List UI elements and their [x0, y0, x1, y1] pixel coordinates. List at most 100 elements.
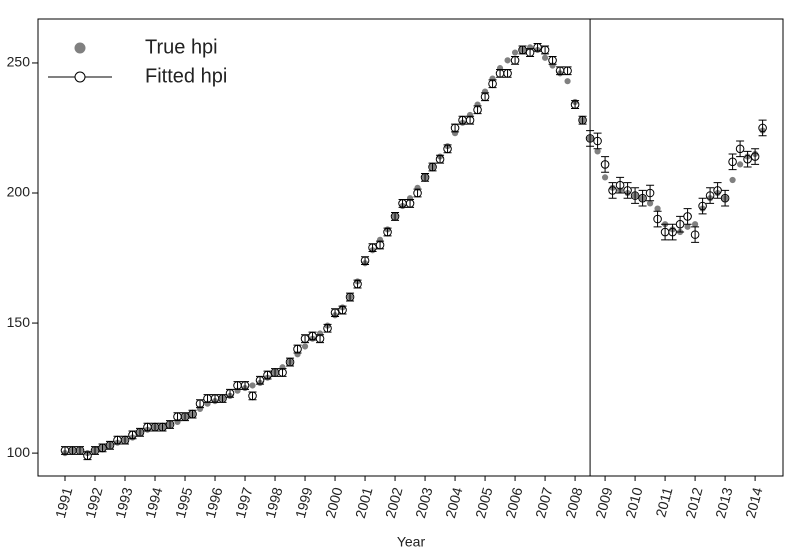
data-point	[301, 343, 309, 350]
legend-label: True hpi	[145, 36, 218, 58]
data-point	[383, 227, 392, 237]
x-tick-label: 2008	[562, 485, 586, 519]
data-point	[510, 56, 520, 65]
error-bar	[676, 215, 685, 233]
data-point	[480, 92, 490, 102]
data-point	[368, 243, 377, 252]
x-tick-label: 2014	[742, 485, 766, 519]
x-tick-label: 2007	[532, 485, 556, 519]
data-point	[218, 394, 227, 403]
data-point	[600, 160, 610, 169]
data-point	[563, 66, 572, 76]
x-tick-label: 1999	[292, 485, 316, 519]
data-point	[443, 144, 452, 154]
data-point	[684, 223, 691, 230]
error-bar	[616, 176, 625, 194]
data-point	[750, 152, 760, 161]
error-bar	[653, 210, 662, 228]
error-bar	[661, 223, 670, 241]
error-bar	[668, 223, 677, 241]
error-bar	[758, 119, 767, 137]
data-point	[594, 148, 601, 155]
error-bar	[706, 187, 715, 204]
x-tick-label: 2002	[382, 485, 406, 519]
data-point	[249, 382, 256, 389]
data-point	[541, 54, 549, 61]
x-tick-label: 2003	[412, 485, 436, 519]
data-point	[511, 49, 519, 56]
data-point	[248, 391, 257, 401]
x-tick-label: 2011	[652, 485, 675, 518]
data-point	[525, 48, 535, 57]
x-tick-label: 1991	[52, 485, 76, 519]
data-point	[428, 162, 437, 172]
data-point	[564, 78, 571, 85]
data-point	[263, 370, 272, 380]
error-bar	[586, 130, 595, 147]
y-tick-label: 150	[7, 314, 31, 330]
data-point	[390, 212, 400, 221]
data-point	[435, 154, 445, 164]
data-point	[698, 201, 707, 211]
data-point	[548, 56, 557, 65]
data-point	[83, 451, 92, 461]
data-point	[653, 214, 662, 224]
data-point	[375, 240, 385, 250]
data-point	[758, 123, 767, 133]
data-point	[450, 123, 460, 133]
data-point	[729, 176, 736, 184]
data-point	[705, 191, 715, 200]
data-point	[601, 174, 609, 181]
data-point	[308, 331, 317, 341]
error-bar	[698, 197, 707, 215]
data-point	[255, 375, 265, 385]
x-tick-label: 1994	[142, 485, 166, 519]
y-tick-label: 200	[7, 184, 31, 200]
data-point	[735, 144, 745, 154]
x-tick-label: 1992	[82, 485, 106, 519]
legend-marker	[74, 71, 86, 83]
error-bar	[623, 182, 632, 199]
data-point	[413, 188, 422, 198]
data-point	[338, 305, 347, 315]
legend-label: Fitted hpi	[145, 65, 227, 87]
x-tick-label: 2010	[622, 485, 646, 519]
data-point	[323, 323, 332, 333]
data-point	[158, 422, 167, 432]
data-point	[720, 193, 730, 203]
data-point	[98, 443, 107, 453]
data-point	[330, 308, 340, 317]
data-point	[188, 409, 197, 419]
data-point	[90, 446, 100, 455]
data-point	[683, 212, 692, 221]
error-bar	[646, 184, 655, 202]
data-point	[75, 446, 85, 455]
data-point	[353, 279, 362, 289]
x-tick-label: 1998	[262, 485, 286, 519]
x-axis-label: Year	[397, 534, 426, 550]
data-point	[195, 399, 205, 408]
error-bar	[721, 189, 730, 207]
data-point	[630, 191, 640, 200]
x-tick-label: 2005	[472, 485, 496, 519]
data-point	[405, 199, 415, 208]
data-point	[345, 292, 355, 302]
data-point	[585, 134, 595, 143]
error-bar	[751, 148, 760, 165]
error-bar	[631, 187, 640, 204]
error-bar	[713, 182, 722, 199]
error-bar	[691, 226, 700, 243]
data-point	[504, 57, 511, 64]
data-point	[360, 256, 370, 265]
error-bar	[728, 153, 737, 171]
error-bar	[683, 208, 692, 225]
data-point	[623, 186, 632, 195]
data-point	[300, 334, 310, 343]
data-point	[135, 428, 145, 437]
data-point	[105, 441, 115, 450]
data-point	[654, 205, 661, 212]
error-bar	[736, 140, 745, 158]
data-point	[165, 420, 175, 429]
x-tick-label: 2000	[322, 485, 346, 519]
